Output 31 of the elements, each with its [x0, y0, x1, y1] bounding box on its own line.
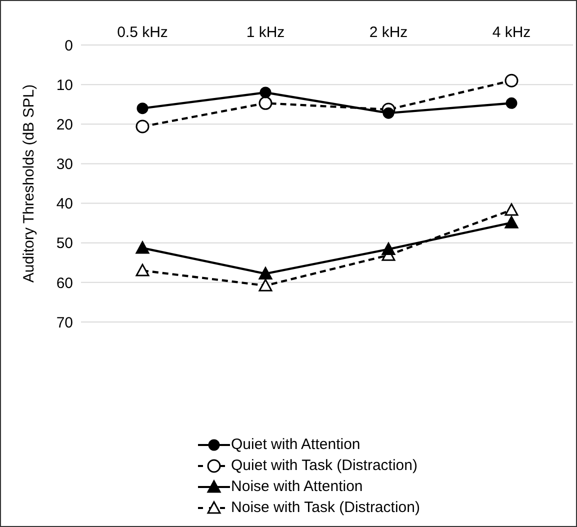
point: [504, 203, 518, 216]
y-tick-label: 50: [56, 235, 73, 252]
y-tick-label: 20: [56, 116, 73, 134]
y-axis-title: Auditory Thresholds (dB SPL): [20, 84, 38, 283]
y-tick-label: 40: [56, 196, 73, 213]
y-tick-label: 70: [56, 314, 73, 332]
x-tick-label: 2 kHz: [369, 24, 408, 41]
y-tick-label: 10: [56, 76, 73, 94]
point: [258, 278, 272, 292]
x-tick-label: 1 kHz: [246, 24, 285, 41]
point: [504, 74, 518, 88]
point: [506, 97, 518, 109]
y-tick-label: 30: [56, 156, 73, 174]
point: [136, 241, 150, 254]
y-tick-label: 0: [64, 37, 73, 54]
x-tick-label: 4 kHz: [492, 24, 531, 41]
legend-label: Quiet with Task (Distraction): [231, 457, 418, 474]
point: [136, 264, 150, 276]
legend-label: Noise with Task (Distraction): [231, 499, 420, 516]
point: [258, 266, 272, 280]
legend-label: Quiet with Attention: [231, 436, 360, 453]
point: [382, 107, 394, 119]
point: [504, 216, 518, 228]
point: [382, 242, 396, 255]
point: [258, 96, 272, 110]
point: [136, 120, 150, 134]
point: [136, 102, 148, 114]
point: [260, 86, 272, 98]
x-tick-label: 0.5 kHz: [117, 24, 168, 41]
legend-label: Noise with Attention: [231, 478, 363, 495]
y-tick-label: 60: [56, 274, 73, 292]
